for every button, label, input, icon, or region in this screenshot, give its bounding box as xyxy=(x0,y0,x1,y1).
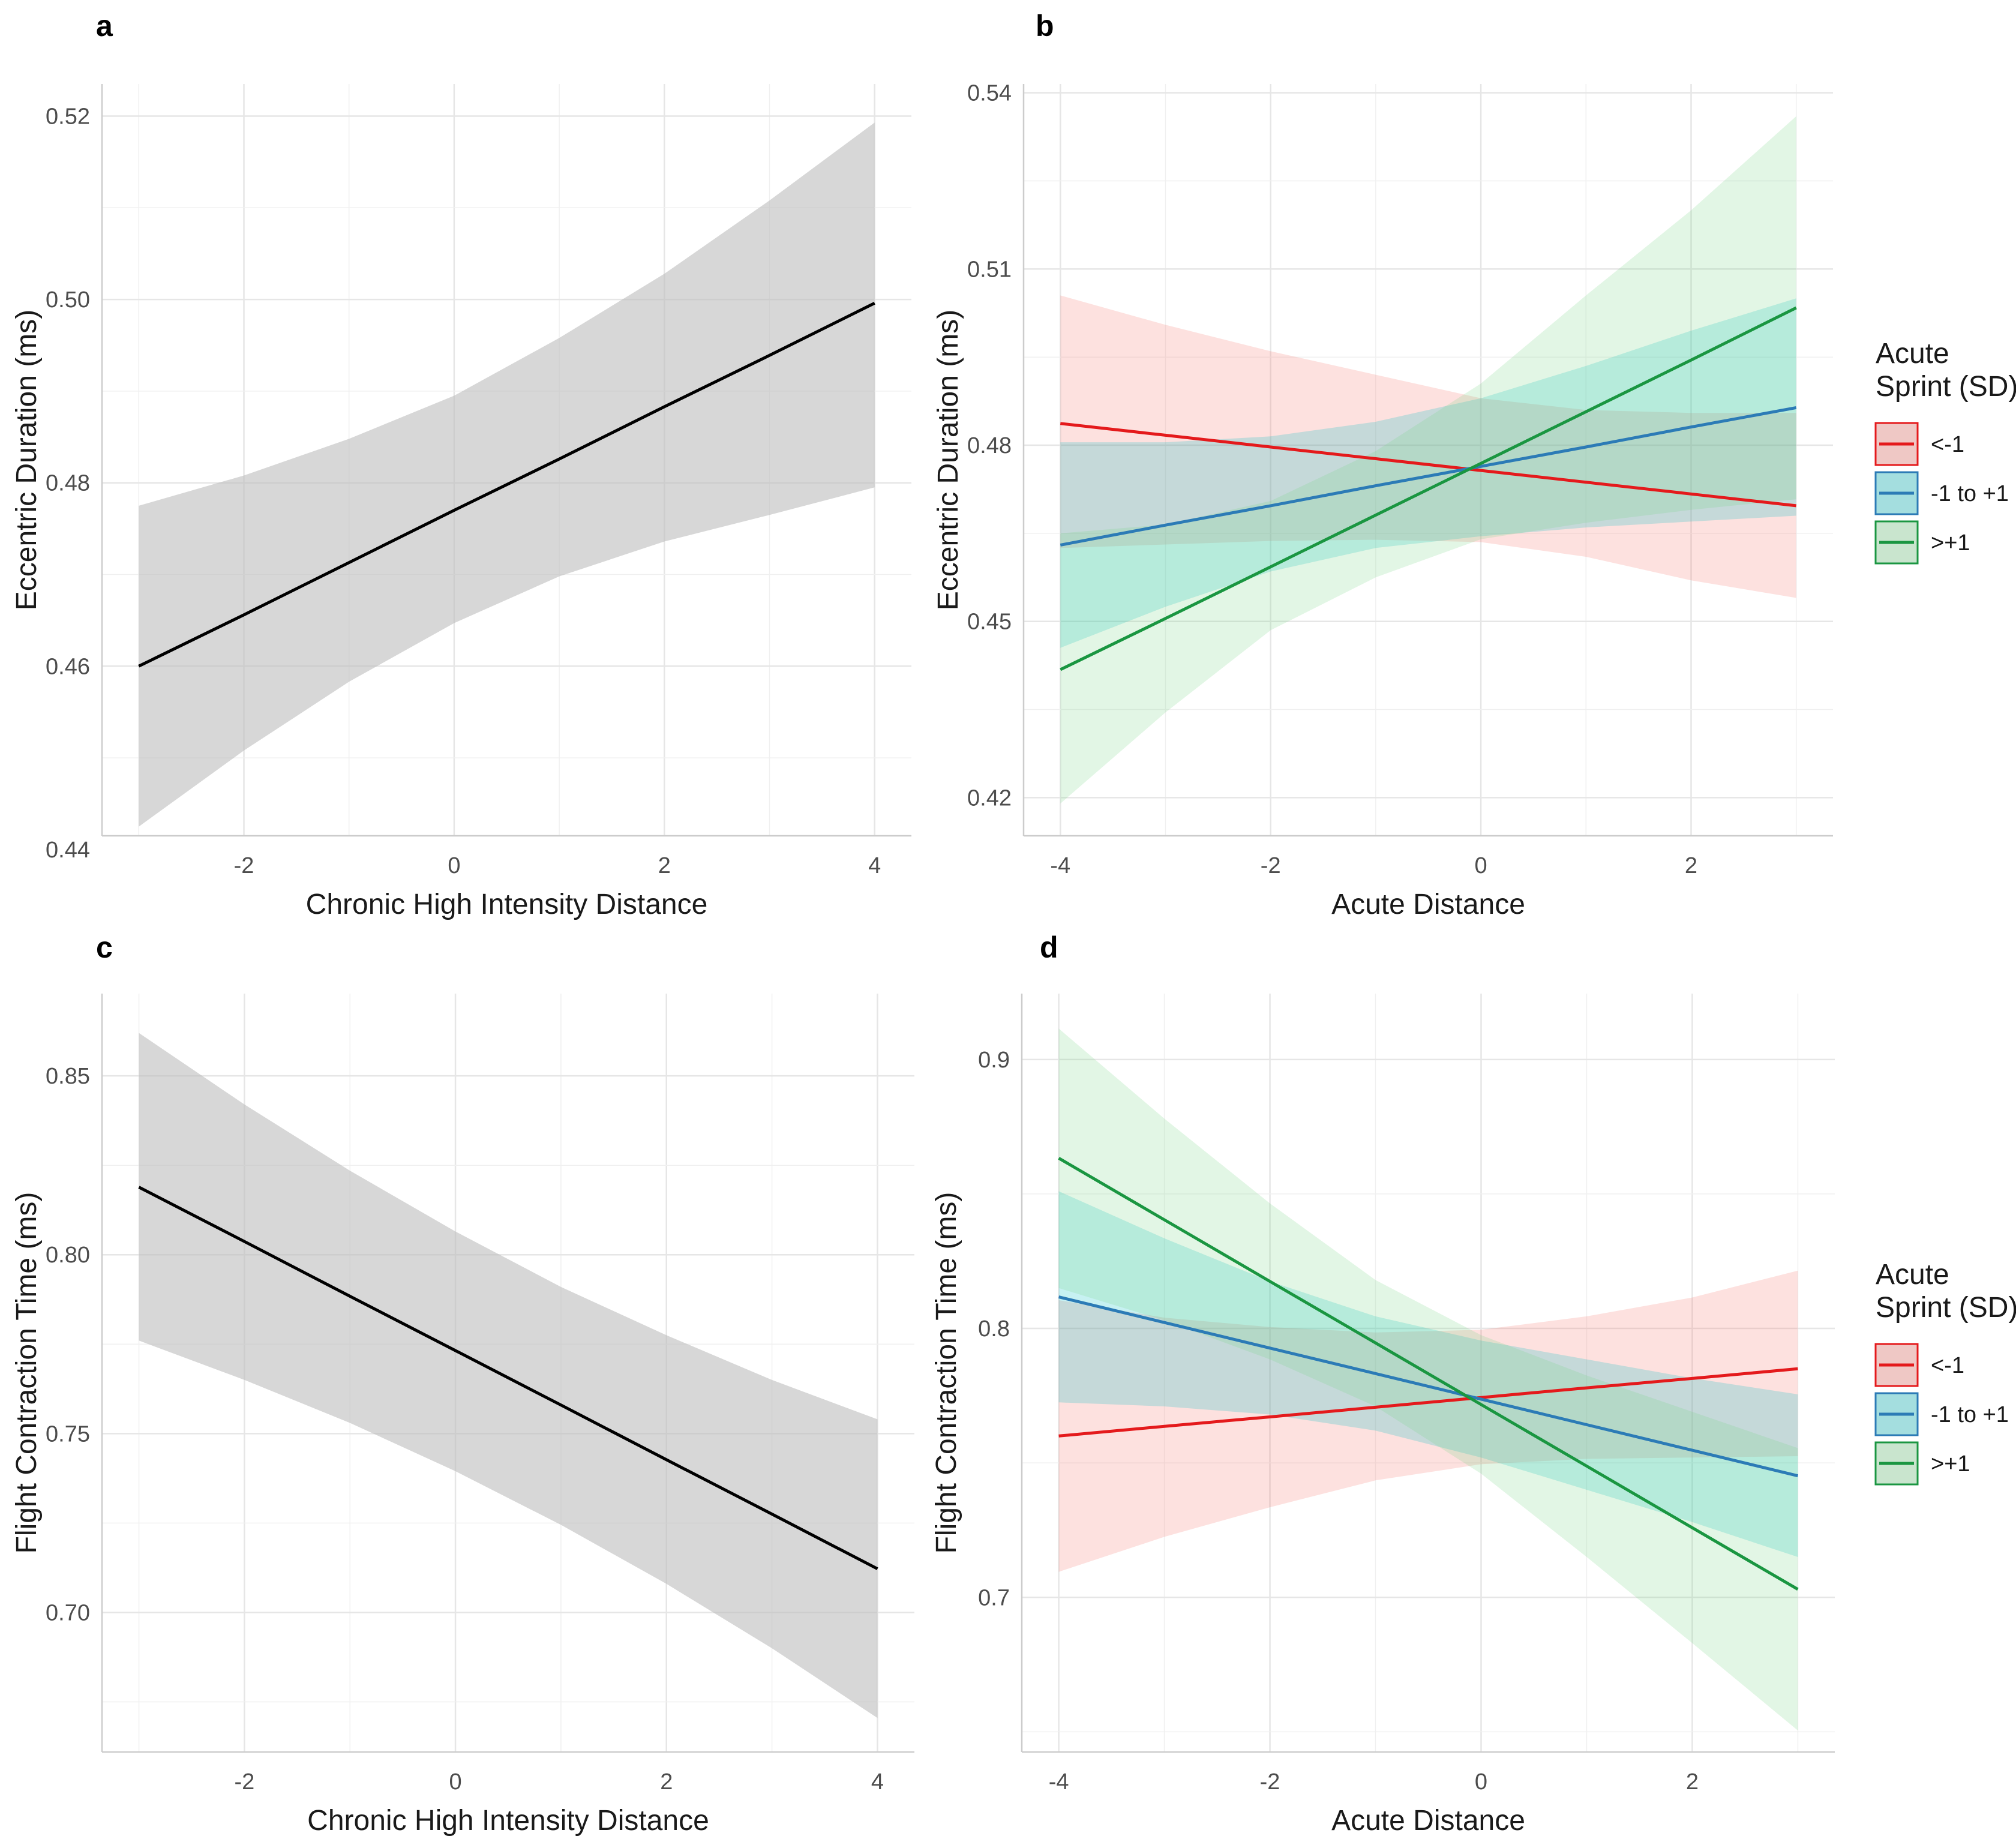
x-tick-label: -4 xyxy=(1049,1769,1069,1795)
legend-label: -1 to +1 xyxy=(1931,481,2009,506)
confidence-ribbons xyxy=(1060,116,1796,804)
x-tick-label: 2 xyxy=(1685,853,1697,878)
panel-b: b -4 -2 0 2 0.42 0.45 0.48 0.51 0.54 Acute Distanc… xyxy=(932,9,2016,920)
y-tick-label: 0.80 xyxy=(46,1243,90,1268)
y-tick-label: 0.42 xyxy=(967,785,1012,811)
x-tick-label: -4 xyxy=(1050,853,1070,878)
y-tick-label: 0.50 xyxy=(46,287,90,313)
legend-label: -1 to +1 xyxy=(1931,1402,2009,1427)
x-tick-label: 2 xyxy=(658,853,671,878)
line-series-1 xyxy=(1058,1295,1798,1478)
x-tick-label: 2 xyxy=(1686,1769,1699,1795)
y-tick-label: 0.7 xyxy=(978,1585,1010,1610)
panel-c: c -2 0 2 4 0.70 0.75 0.80 0.85 Chronic High Inten… xyxy=(11,931,914,1837)
y-tick-label: 0.70 xyxy=(46,1600,90,1625)
fit-lines xyxy=(1060,306,1797,671)
ribbon-series-0 xyxy=(1060,295,1796,598)
ribbon-series-1 xyxy=(1060,298,1796,648)
confidence-ribbons xyxy=(139,122,875,827)
legend-title: Acute xyxy=(1876,338,1949,370)
ribbon-fit xyxy=(139,1033,878,1718)
ribbon-series-2 xyxy=(1058,1028,1798,1731)
y-tick-label: 0.48 xyxy=(46,471,90,496)
ribbon-fit xyxy=(139,122,875,827)
y-tick-label: 0.85 xyxy=(46,1064,90,1089)
y-tick-label: 0.52 xyxy=(46,104,90,129)
ribbon-series-2 xyxy=(1060,116,1796,804)
y-axis-title: Eccentric Duration (ms) xyxy=(11,310,43,610)
x-axis-title: Chronic High Intensity Distance xyxy=(307,1805,709,1837)
x-tick-label: 0 xyxy=(448,853,460,878)
panel-label-c: c xyxy=(96,931,113,964)
x-tick-label: -2 xyxy=(234,1769,254,1795)
x-axis-title: Chronic High Intensity Distance xyxy=(306,889,708,920)
x-tick-label: 0 xyxy=(449,1769,462,1795)
legend-label: >+1 xyxy=(1931,530,1970,556)
legend-label: <-1 xyxy=(1931,1353,1964,1378)
fit-lines xyxy=(1058,1157,1799,1591)
panel-label-d: d xyxy=(1040,931,1058,964)
y-axis-title: Eccentric Duration (ms) xyxy=(932,310,964,610)
fit-lines xyxy=(138,301,875,668)
line-series-0 xyxy=(1058,1367,1798,1438)
y-axis-title: Flight Contraction Time (ms) xyxy=(931,1192,962,1554)
panel-a: a -2 0 2 4 0.44 0.46 0.48 0.50 0.52 Chronic High I… xyxy=(11,9,911,920)
x-tick-label: 4 xyxy=(868,853,881,878)
x-axis-title: Acute Distance xyxy=(1331,889,1525,920)
y-tick-label: 0.48 xyxy=(967,433,1012,458)
x-axis-title: Acute Distance xyxy=(1331,1805,1525,1837)
x-tick-label: 2 xyxy=(660,1769,673,1795)
y-tick-label: 0.44 xyxy=(46,838,90,863)
y-tick-label: 0.51 xyxy=(967,257,1012,282)
x-tick-label: -2 xyxy=(234,853,254,878)
line-series-2 xyxy=(1058,1157,1799,1591)
y-tick-label: 0.9 xyxy=(978,1048,1010,1073)
y-tick-label: 0.54 xyxy=(967,81,1012,106)
ribbon-series-0 xyxy=(1058,1270,1798,1572)
panel-d: d -4 -2 0 2 0.7 0.8 0.9 Acute Distance Flight Con… xyxy=(931,931,2016,1837)
x-tick-label: -2 xyxy=(1260,1769,1280,1795)
x-tick-label: -2 xyxy=(1261,853,1281,878)
panel-label-b: b xyxy=(1036,9,1054,43)
legend-title: Sprint (SD) xyxy=(1876,371,2016,403)
legend-label: >+1 xyxy=(1931,1451,1970,1477)
legend-title: Acute xyxy=(1876,1259,1949,1291)
panel-label-a: a xyxy=(96,9,113,43)
legend-title: Sprint (SD) xyxy=(1876,1292,2016,1324)
line-series-0 xyxy=(1060,422,1796,508)
line-series-2 xyxy=(1060,306,1797,671)
line-fit xyxy=(138,1186,878,1570)
legend-label: <-1 xyxy=(1931,432,1964,457)
x-tick-label: 0 xyxy=(1475,1769,1487,1795)
y-tick-label: 0.45 xyxy=(967,610,1012,635)
y-tick-label: 0.75 xyxy=(46,1421,90,1447)
y-axis-title: Flight Contraction Time (ms) xyxy=(11,1192,43,1554)
y-tick-label: 0.46 xyxy=(46,654,90,679)
y-tick-label: 0.8 xyxy=(978,1316,1010,1342)
fit-lines xyxy=(138,1186,878,1570)
confidence-ribbons xyxy=(139,1033,878,1718)
line-series-1 xyxy=(1060,406,1797,547)
x-tick-label: 4 xyxy=(871,1769,884,1795)
x-tick-label: 0 xyxy=(1475,853,1487,878)
line-fit xyxy=(138,301,875,668)
gridlines xyxy=(1024,84,1833,836)
